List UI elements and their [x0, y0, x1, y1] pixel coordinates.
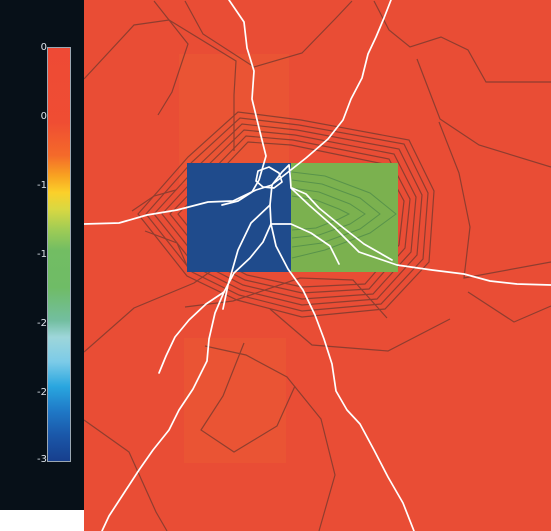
- contour-line: [153, 0, 189, 116]
- colorbar-tick-1: 0: [40, 111, 47, 122]
- colorbar-panel: 0 0 -1 -1 -2 -2 -3: [0, 0, 84, 510]
- colorbar-tick-6: -3: [37, 454, 47, 465]
- contour-ring: [145, 117, 429, 312]
- green-contour: [291, 187, 366, 239]
- contour-ring: [169, 135, 411, 294]
- road-network: [84, 0, 551, 531]
- contour-ring: [161, 129, 417, 300]
- road-line: [273, 0, 392, 184]
- road-line: [158, 291, 225, 374]
- map-svg: [84, 0, 551, 531]
- colorbar: [47, 47, 71, 462]
- colorbar-tick-0: 0: [40, 42, 47, 53]
- contour-line: [373, 0, 551, 83]
- contour-line: [184, 0, 353, 68]
- contour-ring: [137, 111, 435, 318]
- contour-lines: [84, 0, 551, 531]
- colorbar-tick-5: -2: [37, 387, 47, 398]
- contour-line: [467, 291, 551, 323]
- contour-line: [200, 342, 296, 453]
- contour-ring: [153, 123, 423, 306]
- green-region-contours: [291, 171, 397, 259]
- road-line: [288, 164, 551, 286]
- contour-line: [269, 308, 451, 352]
- road-line: [101, 184, 273, 531]
- colorbar-tick-3: -1: [37, 249, 47, 260]
- contour-line: [416, 58, 551, 168]
- contour-line: [184, 277, 388, 319]
- green-contour: [291, 179, 381, 248]
- green-contour: [291, 171, 397, 259]
- road-line: [222, 204, 271, 310]
- green-contour: [291, 195, 351, 231]
- contour-line: [84, 19, 237, 151]
- map-plot-area: [84, 0, 551, 531]
- road-line: [255, 166, 283, 189]
- road-line: [270, 223, 415, 531]
- contour-line: [84, 419, 168, 531]
- road-line: [84, 164, 290, 225]
- contour-line: [204, 345, 336, 531]
- green-mid-value-region: [291, 163, 398, 272]
- colorbar-tick-4: -2: [37, 318, 47, 329]
- contour-line: [438, 121, 551, 279]
- road-line: [270, 223, 340, 265]
- colorbar-tick-2: -1: [37, 180, 47, 191]
- lower-soft-orange-region: [184, 338, 286, 463]
- road-line: [291, 187, 393, 261]
